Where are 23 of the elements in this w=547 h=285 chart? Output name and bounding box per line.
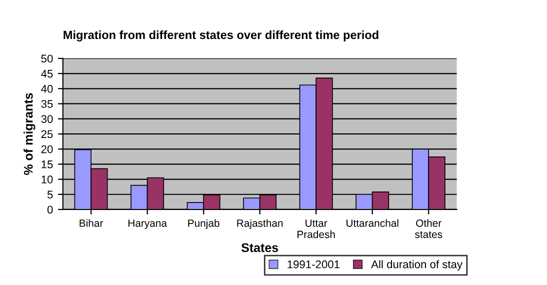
y-tick-label: 40 (41, 84, 53, 93)
chart-title: Migration from different states over different time period (64, 30, 378, 42)
y-axis-title: % of migrants (24, 93, 36, 175)
x-axis-title: States (241, 243, 278, 252)
y-tick-label: 5 (47, 190, 53, 199)
y-tick-label: 50 (41, 54, 53, 63)
y-tick-label: 30 (41, 115, 53, 123)
y-tick-label: 25 (41, 130, 53, 138)
x-tick-label: Uttaranchal (346, 219, 398, 227)
legend-label: 1991-2001 (288, 260, 340, 268)
legend-label: All duration of stay (371, 260, 462, 270)
y-tick-label: 10 (42, 176, 53, 184)
y-tick-label: 20 (41, 145, 53, 154)
x-tick-label: Other states (415, 219, 442, 238)
x-tick-label: Punjab (188, 219, 220, 229)
y-tick-label: 35 (41, 100, 53, 108)
y-tick-label: 0 (47, 206, 53, 214)
x-tick-label: Haryana (128, 220, 167, 229)
y-tick-label: 15 (42, 160, 53, 168)
y-tick-label: 45 (41, 70, 53, 78)
x-tick-label: Uttar Pradesh (298, 220, 335, 238)
x-tick-label: Bihar (80, 219, 104, 227)
x-tick-label: Rajasthan (237, 219, 283, 229)
